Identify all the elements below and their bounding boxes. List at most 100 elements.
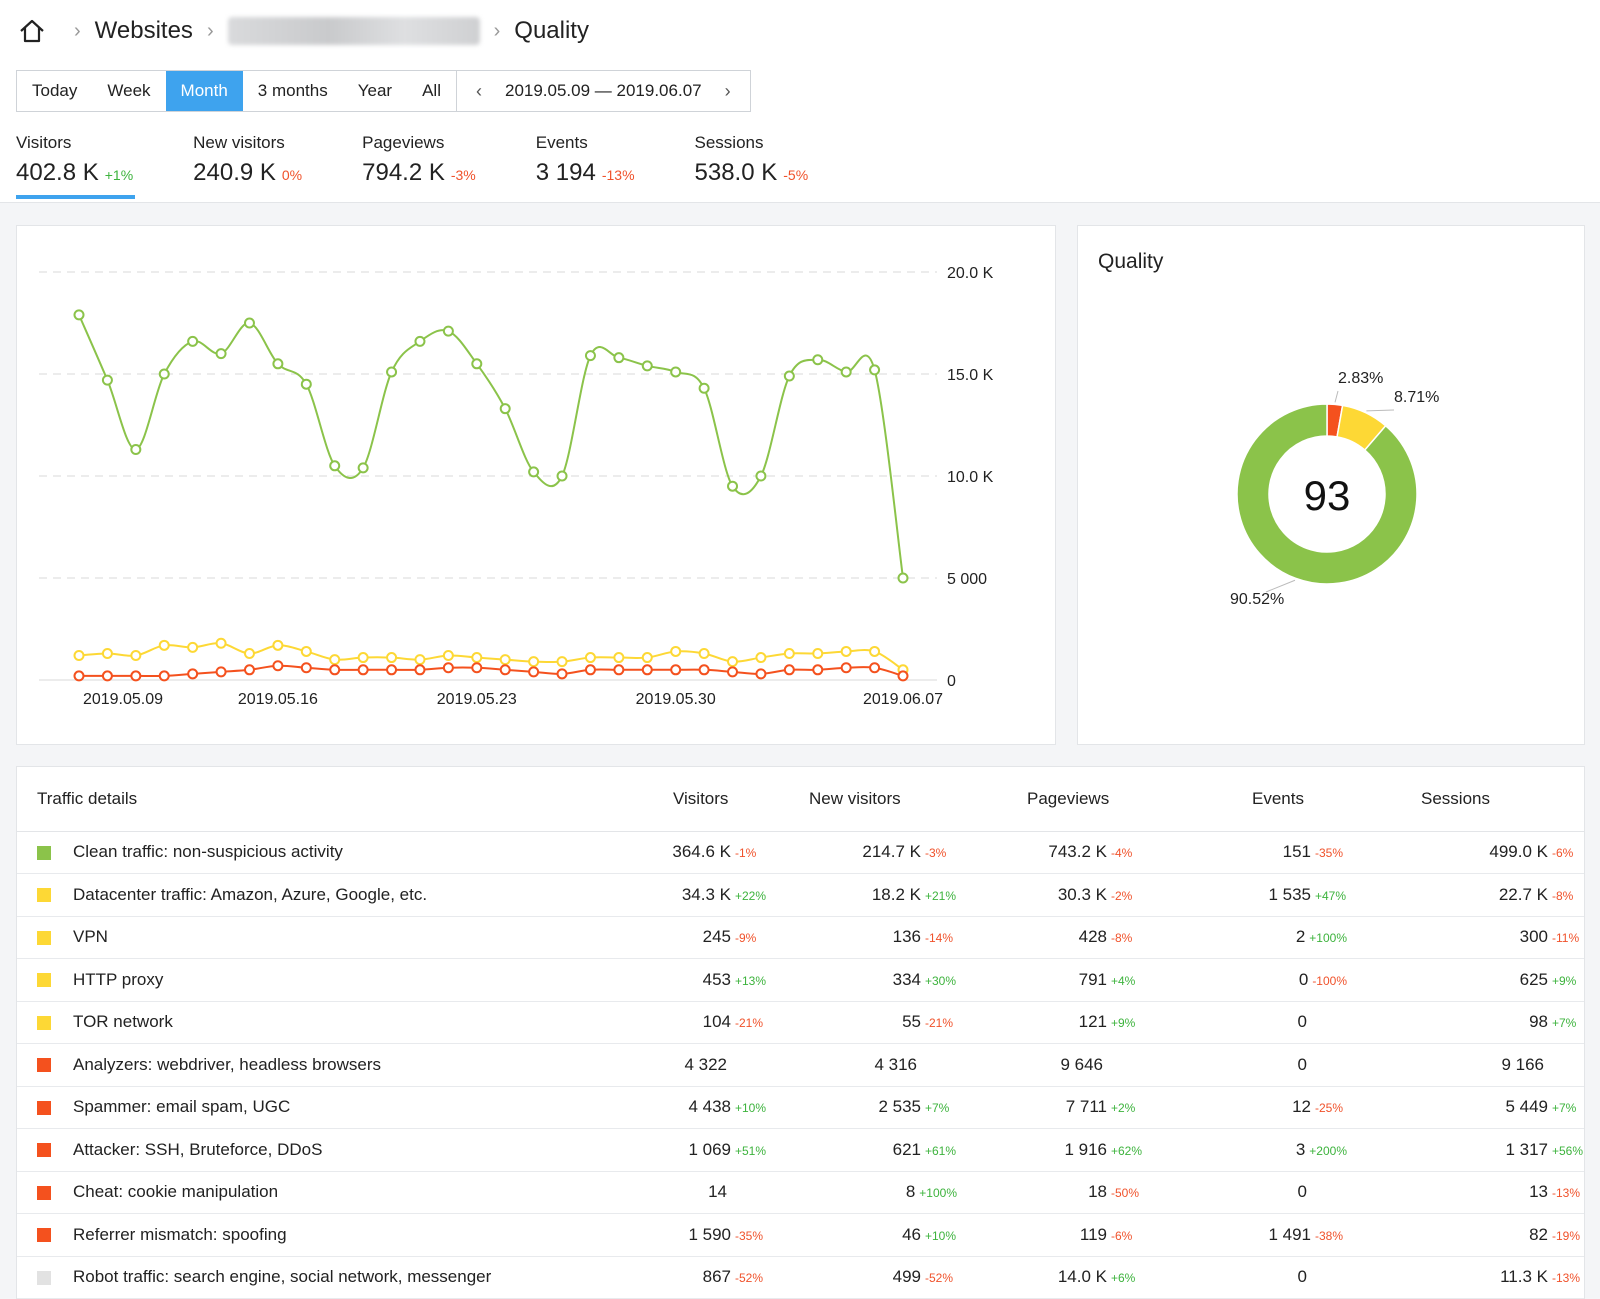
data-point — [812, 354, 824, 366]
cell-value: 3 — [1295, 1139, 1306, 1159]
metric-delta: -13% — [601, 167, 635, 183]
metric-label: Events — [535, 133, 588, 152]
chevron-right-icon[interactable]: › — [724, 80, 731, 101]
cell-delta: +7% — [1552, 1101, 1577, 1116]
table-row[interactable]: Cheat: cookie manipulation 14 8 +100% 18 -50%… — [17, 1171, 1584, 1214]
y-tick-label: 20.0 K — [947, 265, 994, 282]
metric-pageviews[interactable]: Pageviews 794.2 K -3% — [362, 133, 476, 187]
table-row[interactable]: Robot traffic: search engine, social net… — [17, 1256, 1584, 1299]
table-row[interactable]: Attacker: SSH, Bruteforce, DDoS 1 069 +51%… — [17, 1128, 1584, 1172]
cell-value: 300 — [1519, 927, 1548, 947]
cell-value: 867 — [702, 1267, 731, 1287]
cell-value: 2 — [1295, 927, 1306, 947]
table-row[interactable]: Spammer: email spam, UGC 4 438 +10% 2 535 +7… — [17, 1086, 1584, 1129]
table-row[interactable]: Datacenter traffic: Amazon, Azure, Googl… — [17, 873, 1584, 917]
cell-delta: -8% — [1111, 931, 1133, 946]
cell-delta: +200% — [1309, 1143, 1347, 1158]
cell-value: 214.7 K — [862, 842, 921, 862]
period-month[interactable]: Month — [165, 71, 243, 111]
data-point — [698, 664, 710, 676]
breadcrumb-websites[interactable]: Websites — [94, 17, 193, 44]
cell-value: 0 — [1298, 969, 1309, 989]
period-year[interactable]: Year — [357, 81, 393, 100]
cell-value: 791 — [1078, 969, 1107, 989]
cell-delta: -1% — [735, 846, 757, 861]
data-point — [158, 639, 170, 651]
metric-new-visitors[interactable]: New visitors 240.9 K 0% — [193, 133, 302, 187]
table-row[interactable]: VPN 245 -9% 136 -14% 428 -8% 2 +100% 300 -11% — [17, 916, 1584, 959]
cell-delta: -4% — [1111, 846, 1133, 861]
y-tick-label: 15.0 K — [947, 367, 994, 384]
cell-value: 499 — [892, 1267, 921, 1287]
metric-visitors[interactable]: Visitors 402.8 K +1% — [16, 133, 136, 199]
home-icon[interactable] — [18, 17, 46, 45]
data-point — [840, 662, 852, 674]
data-point — [187, 335, 199, 347]
website-name-redacted[interactable] — [227, 17, 480, 45]
chevron-right-icon: › — [74, 19, 81, 42]
cell-delta: -35% — [735, 1228, 764, 1243]
date-range-text[interactable]: 2019.05.09 — 2019.06.07 — [504, 81, 702, 100]
table-row[interactable]: Clean traffic: non-suspicious activity 36… — [17, 831, 1584, 874]
cell-value: 18 — [1088, 1182, 1107, 1202]
data-point — [272, 639, 284, 651]
column-header-traffic: Traffic details — [17, 767, 617, 832]
cell-delta: +56% — [1552, 1143, 1584, 1158]
x-tick-label: 2019.05.09 — [83, 691, 163, 708]
donut-slice — [1236, 403, 1418, 585]
row-label: HTTP proxy — [73, 969, 164, 989]
legend-swatch — [37, 1015, 51, 1030]
cell-delta: -21% — [925, 1016, 954, 1031]
column-header-new-visitors[interactable]: New visitors — [767, 767, 957, 832]
column-header-sessions[interactable]: Sessions — [1347, 767, 1584, 832]
cell-value: 334 — [892, 969, 921, 989]
quality-donut-chart: 2.83% 8.71% 90.52% 93 — [1230, 370, 1439, 608]
data-point — [471, 662, 483, 674]
period-3-months[interactable]: 3 months — [257, 81, 328, 100]
table-row[interactable]: HTTP proxy 453 +13% 334 +30% 791 +4% 0 -100% 625 +… — [17, 958, 1584, 1002]
data-point — [499, 654, 511, 666]
column-header-pageviews[interactable]: Pageviews — [957, 767, 1167, 832]
period-week[interactable]: Week — [107, 81, 151, 100]
cell-value: 13 — [1529, 1182, 1548, 1202]
metric-sessions[interactable]: Sessions 538.0 K -5% — [695, 133, 809, 187]
chevron-left-icon[interactable]: ‹ — [475, 80, 482, 101]
cell-value: 1 317 — [1505, 1139, 1548, 1159]
data-point — [243, 664, 255, 676]
row-label: VPN — [73, 927, 108, 947]
row-label: Datacenter traffic: Amazon, Azure, Googl… — [73, 884, 428, 904]
table-header: Traffic details Visitors New visitors Pa… — [17, 767, 1584, 832]
date-range: ‹ 2019.05.09 — 2019.06.07 › — [455, 71, 750, 111]
cell-delta: +9% — [1552, 973, 1577, 988]
cell-value: 119 — [1079, 1224, 1107, 1244]
legend-swatch — [37, 1270, 51, 1285]
cell-delta: -38% — [1315, 1228, 1344, 1243]
data-point — [556, 668, 568, 680]
metric-value: 240.9 K — [193, 159, 276, 186]
cell-value: 34.3 K — [681, 884, 731, 904]
x-tick-label: 2019.05.30 — [636, 691, 716, 708]
slice-leader-line — [1334, 390, 1339, 403]
column-header-visitors[interactable]: Visitors — [617, 767, 767, 832]
period-all[interactable]: All — [422, 81, 441, 100]
cell-value: 1 491 — [1268, 1224, 1311, 1244]
data-point — [840, 366, 852, 378]
table-row[interactable]: TOR network 104 -21% 55 -21% 121 +9% 0 98 +7% — [17, 1001, 1584, 1044]
table-row[interactable]: Referrer mismatch: spoofing 1 590 -35% 46 +1… — [17, 1213, 1584, 1257]
data-point — [897, 670, 909, 682]
metric-events[interactable]: Events 3 194 -13% — [536, 133, 635, 187]
data-point — [73, 650, 85, 662]
legend-swatch — [37, 973, 51, 988]
cell-delta: -50% — [1111, 1186, 1140, 1201]
data-point — [812, 647, 824, 659]
period-today[interactable]: Today — [32, 81, 78, 100]
table-row[interactable]: Analyzers: webdriver, headless browsers 4… — [17, 1043, 1584, 1087]
cell-delta: +7% — [1552, 1016, 1577, 1031]
data-point — [670, 664, 682, 676]
data-point — [386, 664, 398, 676]
column-header-events[interactable]: Events — [1167, 767, 1347, 832]
legend-swatch — [37, 1228, 51, 1243]
cell-value: 98 — [1529, 1012, 1548, 1032]
data-point — [528, 466, 540, 478]
data-point — [869, 662, 881, 674]
